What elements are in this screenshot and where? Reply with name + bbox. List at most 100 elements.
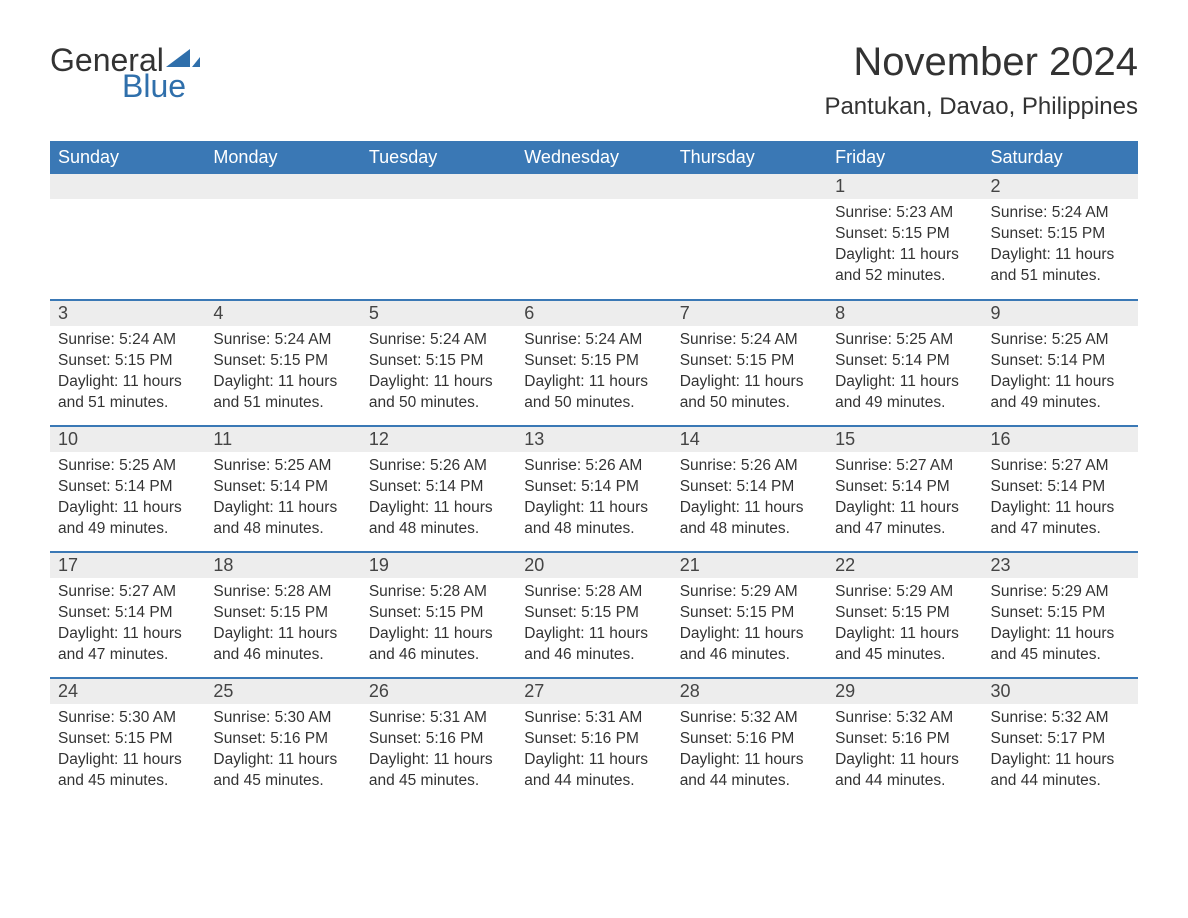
- sunset-text: Sunset: 5:14 PM: [835, 351, 974, 372]
- day-number: 6: [516, 301, 671, 326]
- calendar-day: 15Sunrise: 5:27 AMSunset: 5:14 PMDayligh…: [827, 426, 982, 552]
- sunrise-text: Sunrise: 5:28 AM: [524, 582, 663, 603]
- daylight-text: Daylight: 11 hours and 47 minutes.: [58, 624, 197, 666]
- calendar-day: 13Sunrise: 5:26 AMSunset: 5:14 PMDayligh…: [516, 426, 671, 552]
- day-details: Sunrise: 5:24 AMSunset: 5:15 PMDaylight:…: [516, 326, 671, 422]
- sunset-text: Sunset: 5:17 PM: [991, 729, 1130, 750]
- calendar-day-empty: [205, 174, 360, 300]
- day-header: Wednesday: [516, 141, 671, 174]
- calendar-day: 23Sunrise: 5:29 AMSunset: 5:15 PMDayligh…: [983, 552, 1138, 678]
- daylight-text: Daylight: 11 hours and 44 minutes.: [835, 750, 974, 792]
- day-number: 9: [983, 301, 1138, 326]
- sunrise-text: Sunrise: 5:26 AM: [680, 456, 819, 477]
- sunset-text: Sunset: 5:15 PM: [991, 224, 1130, 245]
- day-details: Sunrise: 5:27 AMSunset: 5:14 PMDaylight:…: [50, 578, 205, 674]
- sunrise-text: Sunrise: 5:28 AM: [213, 582, 352, 603]
- month-title: November 2024: [824, 40, 1138, 85]
- sunset-text: Sunset: 5:15 PM: [524, 351, 663, 372]
- sunset-text: Sunset: 5:15 PM: [835, 224, 974, 245]
- calendar-day: 16 Sunrise: 5:27 AMSunset: 5:14 PMDayligh…: [983, 426, 1138, 552]
- day-number: 19: [361, 553, 516, 578]
- day-number: 30: [983, 679, 1138, 704]
- day-number: [672, 174, 827, 199]
- daylight-text: Daylight: 11 hours and 50 minutes.: [680, 372, 819, 414]
- sunrise-text: Sunrise: 5:29 AM: [835, 582, 974, 603]
- sunset-text: Sunset: 5:16 PM: [835, 729, 974, 750]
- day-number: 17: [50, 553, 205, 578]
- sunrise-text: Sunrise: 5:25 AM: [58, 456, 197, 477]
- calendar-day: 27Sunrise: 5:31 AMSunset: 5:16 PMDayligh…: [516, 678, 671, 804]
- day-details: Sunrise: 5:23 AMSunset: 5:15 PMDaylight:…: [827, 199, 982, 295]
- sunrise-text: Sunrise: 5:31 AM: [524, 708, 663, 729]
- sunrise-text: Sunrise: 5:25 AM: [991, 330, 1130, 351]
- day-number: 16: [983, 427, 1138, 452]
- day-number: 20: [516, 553, 671, 578]
- logo: General Blue: [50, 40, 200, 102]
- sunrise-text: Sunrise: 5:24 AM: [991, 203, 1130, 224]
- day-number: 18: [205, 553, 360, 578]
- day-number: 26: [361, 679, 516, 704]
- daylight-text: Daylight: 11 hours and 51 minutes.: [213, 372, 352, 414]
- day-header: Thursday: [672, 141, 827, 174]
- daylight-text: Daylight: 11 hours and 50 minutes.: [369, 372, 508, 414]
- sunrise-text: Sunrise: 5:32 AM: [991, 708, 1130, 729]
- sunset-text: Sunset: 5:15 PM: [524, 603, 663, 624]
- daylight-text: Daylight: 11 hours and 47 minutes.: [991, 498, 1130, 540]
- sunrise-text: Sunrise: 5:27 AM: [991, 456, 1130, 477]
- daylight-text: Daylight: 11 hours and 44 minutes.: [991, 750, 1130, 792]
- calendar-day: 20Sunrise: 5:28 AMSunset: 5:15 PMDayligh…: [516, 552, 671, 678]
- calendar-day: 17Sunrise: 5:27 AMSunset: 5:14 PMDayligh…: [50, 552, 205, 678]
- day-header-row: SundayMondayTuesdayWednesdayThursdayFrid…: [50, 141, 1138, 174]
- daylight-text: Daylight: 11 hours and 46 minutes.: [524, 624, 663, 666]
- sunset-text: Sunset: 5:15 PM: [213, 351, 352, 372]
- sunset-text: Sunset: 5:15 PM: [680, 603, 819, 624]
- day-details: Sunrise: 5:25 AMSunset: 5:14 PMDaylight:…: [827, 326, 982, 422]
- day-number: 12: [361, 427, 516, 452]
- calendar-day: 1Sunrise: 5:23 AMSunset: 5:15 PMDaylight…: [827, 174, 982, 300]
- day-details: Sunrise: 5:26 AMSunset: 5:14 PMDaylight:…: [672, 452, 827, 548]
- calendar-day: 5Sunrise: 5:24 AMSunset: 5:15 PMDaylight…: [361, 300, 516, 426]
- day-details: Sunrise: 5:24 AMSunset: 5:15 PMDaylight:…: [205, 326, 360, 422]
- calendar-head: SundayMondayTuesdayWednesdayThursdayFrid…: [50, 141, 1138, 174]
- sunrise-text: Sunrise: 5:29 AM: [680, 582, 819, 603]
- day-number: 13: [516, 427, 671, 452]
- sunset-text: Sunset: 5:15 PM: [58, 729, 197, 750]
- daylight-text: Daylight: 11 hours and 48 minutes.: [369, 498, 508, 540]
- sunrise-text: Sunrise: 5:25 AM: [213, 456, 352, 477]
- daylight-text: Daylight: 11 hours and 45 minutes.: [369, 750, 508, 792]
- sunset-text: Sunset: 5:14 PM: [991, 477, 1130, 498]
- sunset-text: Sunset: 5:15 PM: [213, 603, 352, 624]
- day-details: Sunrise: 5:25 AMSunset: 5:14 PMDaylight:…: [50, 452, 205, 548]
- day-number: 2: [983, 174, 1138, 199]
- day-number: 4: [205, 301, 360, 326]
- sunset-text: Sunset: 5:16 PM: [213, 729, 352, 750]
- calendar-day-empty: [361, 174, 516, 300]
- day-header: Sunday: [50, 141, 205, 174]
- day-details: Sunrise: 5:31 AMSunset: 5:16 PMDaylight:…: [361, 704, 516, 800]
- sunset-text: Sunset: 5:16 PM: [369, 729, 508, 750]
- calendar-day-empty: [672, 174, 827, 300]
- daylight-text: Daylight: 11 hours and 45 minutes.: [58, 750, 197, 792]
- day-details: Sunrise: 5:29 AMSunset: 5:15 PMDaylight:…: [983, 578, 1138, 674]
- calendar-day: 19Sunrise: 5:28 AMSunset: 5:15 PMDayligh…: [361, 552, 516, 678]
- calendar-day: 3Sunrise: 5:24 AMSunset: 5:15 PMDaylight…: [50, 300, 205, 426]
- day-number: 23: [983, 553, 1138, 578]
- calendar-day-empty: [516, 174, 671, 300]
- calendar-day: 25Sunrise: 5:30 AMSunset: 5:16 PMDayligh…: [205, 678, 360, 804]
- day-details: Sunrise: 5:24 AMSunset: 5:15 PMDaylight:…: [50, 326, 205, 422]
- day-details: Sunrise: 5:28 AMSunset: 5:15 PMDaylight:…: [361, 578, 516, 674]
- daylight-text: Daylight: 11 hours and 44 minutes.: [680, 750, 819, 792]
- day-details: Sunrise: 5:26 AMSunset: 5:14 PMDaylight:…: [361, 452, 516, 548]
- calendar-day: 7Sunrise: 5:24 AMSunset: 5:15 PMDaylight…: [672, 300, 827, 426]
- calendar-day: 10Sunrise: 5:25 AMSunset: 5:14 PMDayligh…: [50, 426, 205, 552]
- calendar-day: 4Sunrise: 5:24 AMSunset: 5:15 PMDaylight…: [205, 300, 360, 426]
- day-number: 7: [672, 301, 827, 326]
- day-details: Sunrise: 5:29 AMSunset: 5:15 PMDaylight:…: [827, 578, 982, 674]
- sunrise-text: Sunrise: 5:23 AM: [835, 203, 974, 224]
- day-details: Sunrise: 5:28 AMSunset: 5:15 PMDaylight:…: [516, 578, 671, 674]
- day-number: 27: [516, 679, 671, 704]
- daylight-text: Daylight: 11 hours and 51 minutes.: [991, 245, 1130, 287]
- calendar-day: 9Sunrise: 5:25 AMSunset: 5:14 PMDaylight…: [983, 300, 1138, 426]
- day-details: Sunrise: 5:27 AMSunset: 5:14 PMDaylight:…: [827, 452, 982, 548]
- sunset-text: Sunset: 5:15 PM: [369, 351, 508, 372]
